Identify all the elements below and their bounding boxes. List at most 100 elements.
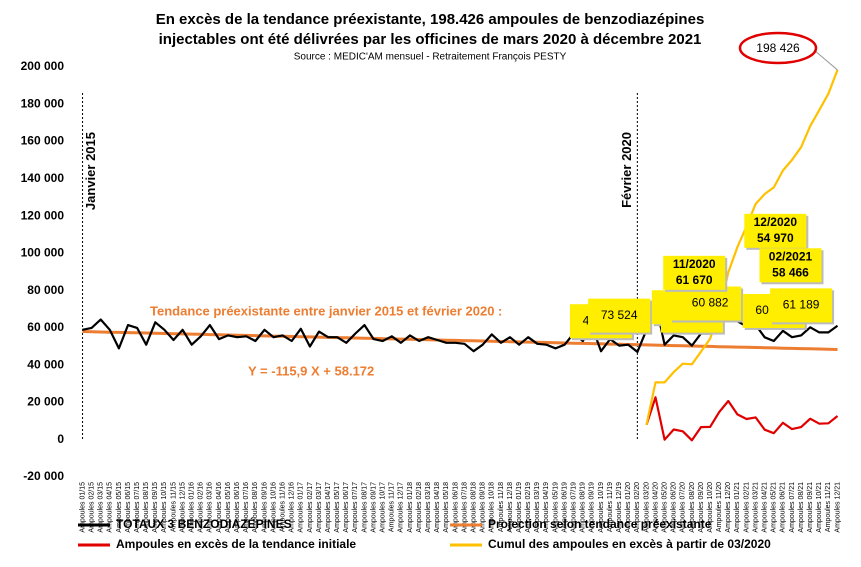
x-tick-label: Ampoules 02/16 [198, 482, 205, 533]
x-tick-label: Ampoules 03/21 [752, 482, 759, 533]
x-tick-label: Ampoules 08/17 [361, 482, 368, 533]
data-label: 61 189 [783, 298, 820, 312]
data-label: 58 466 [772, 265, 809, 279]
chart-subtitle: Source : MEDIC'AM mensuel - Retraitement… [294, 52, 567, 63]
marker-label: Janvier 2015 [83, 132, 98, 210]
x-tick-label: Ampoules 09/16 [261, 482, 268, 533]
x-tick-label: Ampoules 10/20 [707, 482, 714, 533]
x-tick-label: Ampoules 05/19 [552, 482, 559, 533]
x-tick-label: Ampoules 04/18 [434, 482, 441, 533]
label-ring [738, 31, 818, 65]
x-tick-label: Ampoules 05/20 [661, 482, 668, 533]
x-tick-label: Ampoules 05/16 [225, 482, 232, 533]
x-tick-label: Ampoules 12/18 [507, 482, 514, 533]
x-tick-label: Ampoules 03/15 [98, 482, 105, 533]
x-tick-label: Ampoules 06/17 [343, 482, 350, 533]
data-label: 54 970 [757, 231, 794, 245]
legend-label: TOTAUX 3 BENZODIAZÉPINES [116, 516, 292, 531]
point-label: 02/2021 [769, 249, 813, 263]
x-tick-label: Ampoules 01/16 [189, 482, 196, 533]
y-tick-label: 60 000 [27, 320, 64, 334]
y-tick-label: -20 000 [23, 469, 64, 483]
x-tick-label: Ampoules 08/16 [252, 482, 259, 533]
x-tick-label: Ampoules 04/21 [762, 482, 769, 533]
y-tick-label: 200 000 [21, 59, 65, 73]
series-line [645, 396, 839, 442]
x-tick-label: Ampoules 01/18 [407, 482, 414, 533]
x-tick-label: Ampoules 12/19 [616, 482, 623, 533]
x-tick-label: Ampoules 02/18 [416, 482, 423, 533]
x-tick-label: Ampoules 04/16 [216, 482, 223, 533]
x-tick-label: Ampoules 11/21 [825, 482, 832, 532]
label-box [744, 213, 807, 248]
series-line [645, 69, 839, 426]
x-tick-label: Ampoules 11/19 [607, 482, 614, 532]
x-tick-label: Ampoules 04/19 [543, 482, 550, 533]
x-tick-label: Ampoules 01/21 [734, 482, 741, 533]
x-tick-label: Ampoules 10/19 [598, 482, 605, 533]
y-tick-label: 80 000 [27, 283, 64, 297]
y-tick-label: 20 000 [27, 395, 64, 409]
x-tick-label: Ampoules 03/20 [643, 482, 650, 533]
y-tick-label: 120 000 [21, 208, 65, 222]
x-tick-label: Ampoules 01/20 [625, 482, 632, 533]
x-tick-label: Ampoules 02/15 [88, 482, 95, 533]
legend-label: Ampoules en excès de la tendance initial… [116, 537, 356, 551]
x-tick-label: Ampoules 08/18 [470, 482, 477, 533]
x-tick-label: Ampoules 06/19 [561, 482, 568, 533]
x-tick-label: Ampoules 02/17 [307, 482, 314, 533]
label-box [759, 248, 822, 283]
x-tick-label: Ampoules 04/20 [652, 482, 659, 533]
x-tick-label: Ampoules 12/17 [398, 482, 405, 533]
x-tick-label: Ampoules 03/19 [534, 482, 541, 533]
x-tick-label: Ampoules 10/15 [161, 482, 168, 533]
x-tick-label: Ampoules 07/20 [680, 482, 687, 533]
x-tick-label: Ampoules 10/16 [270, 482, 277, 533]
x-tick-label: Ampoules 01/15 [79, 482, 86, 533]
x-tick-label: Ampoules 03/18 [425, 482, 432, 533]
chart-title: injectables ont été délivrées par les of… [159, 31, 702, 48]
x-tick-label: Ampoules 07/16 [243, 482, 250, 533]
x-tick-label: Ampoules 05/17 [334, 482, 341, 533]
x-tick-label: Ampoules 06/21 [780, 482, 787, 533]
y-tick-label: 0 [57, 432, 64, 446]
x-tick-label: Ampoules 11/18 [498, 482, 505, 532]
x-tick-label: Ampoules 07/21 [789, 482, 796, 533]
y-tick-label: 140 000 [21, 171, 65, 185]
x-tick-label: Ampoules 09/19 [589, 482, 596, 533]
label-connector [813, 49, 838, 71]
x-tick-label: Ampoules 06/16 [234, 482, 241, 533]
x-tick-label: Ampoules 12/15 [179, 482, 186, 533]
x-tick-label: Ampoules 12/20 [725, 482, 732, 533]
trend-equation: Y = -115,9 X + 58.172 [248, 363, 374, 378]
x-tick-label: Ampoules 05/15 [116, 482, 123, 533]
x-tick-label: Ampoules 10/17 [380, 482, 387, 533]
x-tick-label: Ampoules 10/21 [816, 482, 823, 533]
x-tick-label: Ampoules 12/21 [834, 482, 841, 533]
point-label: 11/2020 [673, 257, 716, 271]
x-tick-label: Ampoules 09/18 [480, 482, 487, 533]
x-tick-label: Ampoules 08/21 [798, 482, 805, 533]
x-tick-label: Ampoules 06/15 [125, 482, 132, 533]
x-tick-label: Ampoules 11/15 [170, 482, 177, 532]
x-tick-label: Ampoules 09/20 [698, 482, 705, 533]
x-tick-label: Ampoules 09/15 [152, 482, 159, 533]
data-label: 73 524 [601, 308, 638, 322]
x-tick-label: Ampoules 11/17 [389, 482, 396, 532]
label-box [770, 288, 833, 323]
data-label: 61 670 [676, 273, 713, 287]
x-tick-label: Ampoules 05/21 [771, 482, 778, 533]
x-tick-label: Ampoules 01/17 [298, 482, 305, 533]
y-tick-label: 40 000 [27, 357, 64, 371]
x-tick-label: Ampoules 08/19 [580, 482, 587, 533]
x-tick-label: Ampoules 06/18 [452, 482, 459, 533]
x-tick-label: Ampoules 04/17 [325, 482, 332, 533]
x-tick-label: Ampoules 07/18 [461, 482, 468, 533]
x-tick-label: Ampoules 03/17 [316, 482, 323, 533]
x-tick-label: Ampoules 12/16 [289, 482, 296, 533]
data-label: 60 882 [692, 296, 729, 310]
x-tick-label: Ampoules 07/17 [352, 482, 359, 533]
label-box [679, 286, 742, 321]
x-tick-label: Ampoules 06/20 [671, 482, 678, 533]
